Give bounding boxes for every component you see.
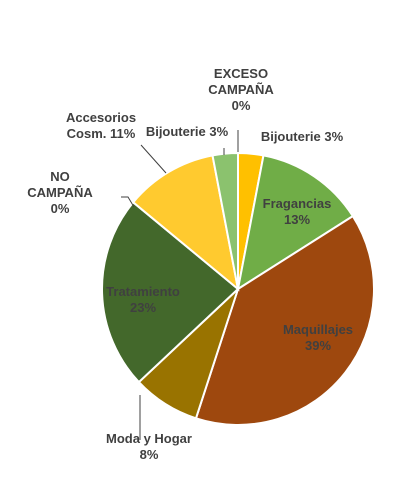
slice-label: Accesorios Cosm. 11% <box>66 110 136 141</box>
pie-slice <box>101 200 240 384</box>
slice-label: Maquillajes 39% <box>283 322 353 353</box>
slice-labels: Bijouterie 3% Fragancias 13% Maquillajes 39%… <box>27 66 353 462</box>
leader-line <box>121 196 135 208</box>
pie-slice <box>211 151 239 290</box>
pie-slice <box>236 154 355 292</box>
slice-label: EXCESO CAMPAÑA 0% <box>208 66 274 113</box>
leader-line <box>140 144 167 174</box>
leader-lines <box>121 130 239 440</box>
pie-slice <box>131 154 240 292</box>
slice-label: NO CAMPAÑA 0% <box>27 169 93 216</box>
pie-slice <box>194 214 375 426</box>
slice-label: Moda y Hogar 8% <box>106 431 192 462</box>
slice-label: Fragancias 13% <box>263 196 332 227</box>
slice-label: Bijouterie 3% <box>261 129 344 144</box>
pie-slices <box>101 151 375 426</box>
slice-label: Tratamiento 23% <box>106 284 180 315</box>
slice-label: Bijouterie 3% <box>146 124 229 139</box>
